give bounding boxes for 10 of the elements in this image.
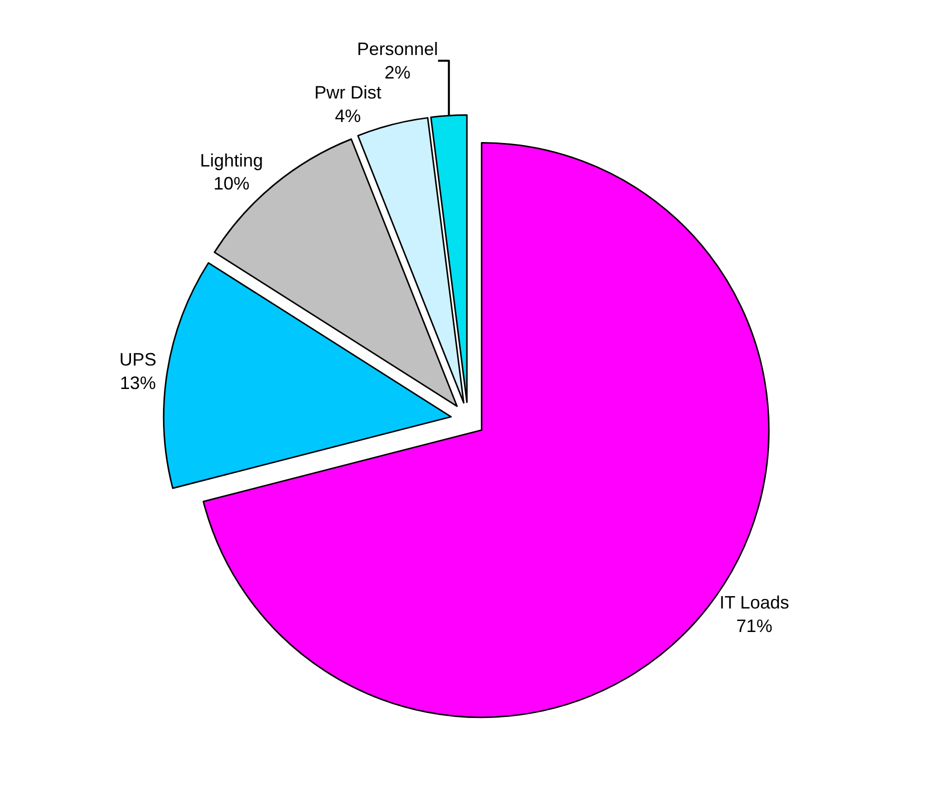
slice-label: UPS: [119, 350, 156, 370]
slice-label: Personnel: [356, 39, 438, 60]
slice-label: IT Loads: [719, 592, 790, 613]
data-label: 2%: [384, 62, 411, 83]
data-label: 71%: [736, 616, 772, 636]
data-label: 10%: [214, 174, 250, 194]
data-label: 13%: [120, 373, 156, 394]
slice-label: Pwr Dist: [314, 82, 382, 103]
slice-label: Lighting: [200, 150, 264, 170]
data-label: 4%: [334, 106, 361, 126]
